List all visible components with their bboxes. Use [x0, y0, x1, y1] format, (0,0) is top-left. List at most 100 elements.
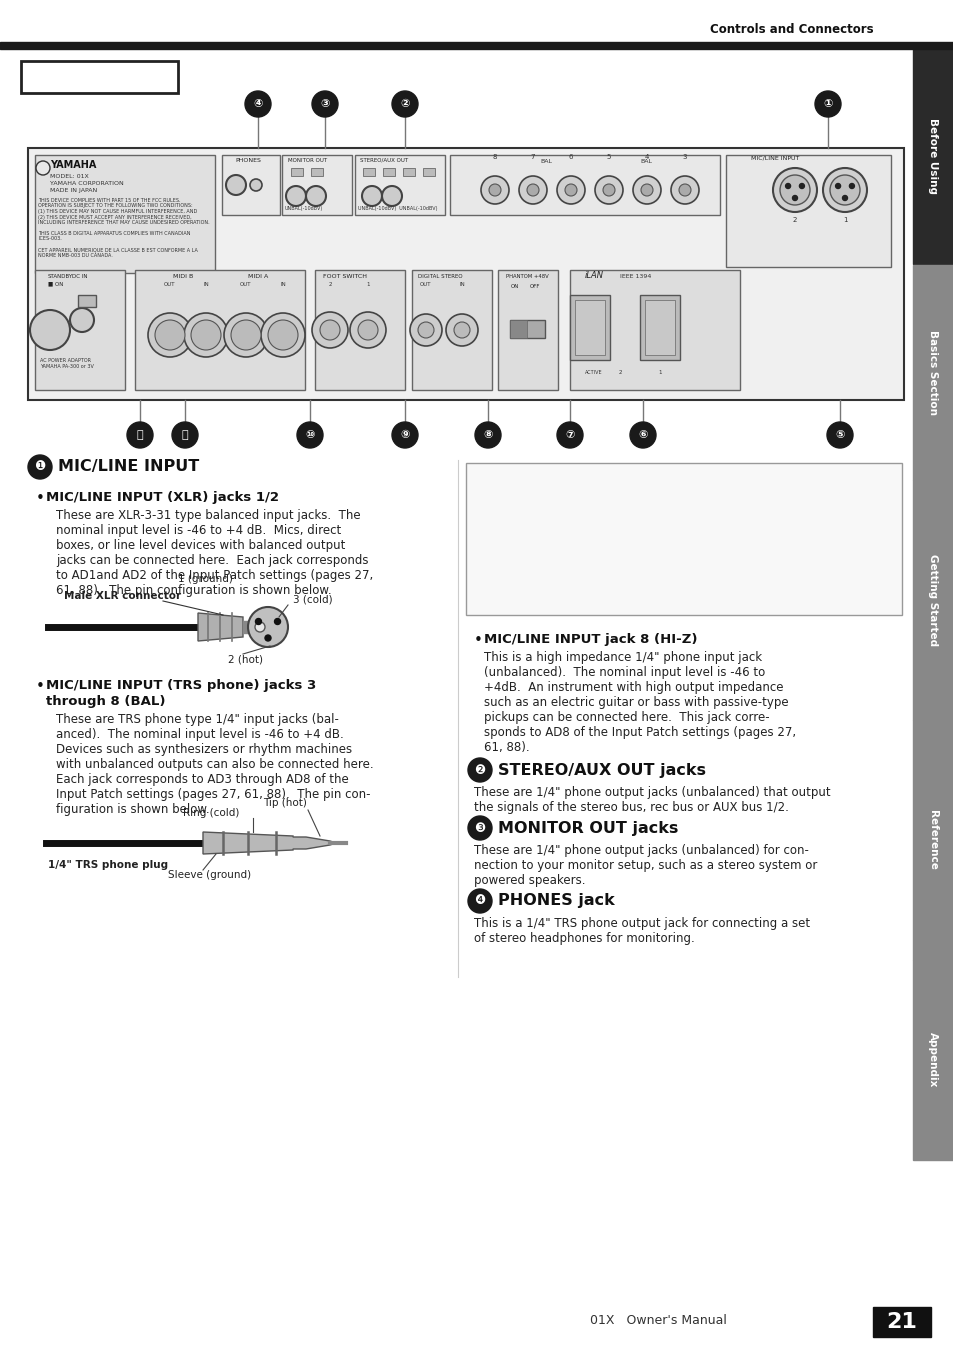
Circle shape — [226, 176, 246, 195]
Text: These are 1/4" phone output jacks (unbalanced) for con-: These are 1/4" phone output jacks (unbal… — [474, 844, 808, 857]
Text: MIC/LINE INPUT: MIC/LINE INPUT — [750, 155, 799, 161]
Circle shape — [274, 619, 280, 624]
Text: 2: 2 — [618, 370, 621, 376]
Bar — [282, 155, 352, 215]
Text: FOOT SWITCH: FOOT SWITCH — [323, 274, 367, 280]
Circle shape — [28, 455, 52, 480]
Text: OFF: OFF — [529, 284, 539, 289]
Text: 2: 2 — [328, 282, 332, 286]
Text: Getting Started: Getting Started — [927, 554, 937, 646]
Text: 61, 88).: 61, 88). — [483, 740, 529, 754]
Text: Male XLR connector: Male XLR connector — [65, 590, 181, 601]
Text: This is a 1/4" TRS phone output jack for connecting a set: This is a 1/4" TRS phone output jack for… — [474, 917, 809, 929]
Text: ON: ON — [510, 284, 518, 289]
Bar — [363, 168, 375, 176]
Text: powered speakers.: powered speakers. — [474, 874, 585, 888]
Text: Controls and Connectors: Controls and Connectors — [709, 23, 873, 36]
Text: the signals of the stereo bus, rec bus or AUX bus 1/2.: the signals of the stereo bus, rec bus o… — [474, 801, 788, 815]
Text: ⑪: ⑪ — [181, 430, 188, 440]
Circle shape — [633, 176, 660, 204]
Circle shape — [822, 168, 866, 212]
Bar — [35, 155, 214, 273]
Text: ❷: ❷ — [474, 763, 485, 777]
Text: OPERATION IS SUBJECT TO THE FOLLOWING TWO CONDITIONS:: OPERATION IS SUBJECT TO THE FOLLOWING TW… — [38, 204, 193, 208]
Circle shape — [480, 176, 509, 204]
Text: 1/4" TRS phone plug: 1/4" TRS phone plug — [48, 861, 168, 870]
Text: 1: 1 — [658, 370, 661, 376]
Bar — [28, 149, 903, 400]
Circle shape — [602, 184, 615, 196]
Circle shape — [286, 186, 306, 205]
Text: IN: IN — [458, 282, 464, 286]
Text: •: • — [36, 490, 45, 507]
Text: pickups can be connected here.  This jack corre-: pickups can be connected here. This jack… — [483, 711, 769, 724]
Circle shape — [184, 313, 228, 357]
Text: IN: IN — [203, 282, 209, 286]
Text: Basics Section: Basics Section — [927, 330, 937, 415]
Text: of the connector may be reversed (compared to the: of the connector may be reversed (compar… — [474, 507, 763, 516]
Bar — [569, 295, 609, 359]
Circle shape — [468, 758, 492, 782]
Text: 3: 3 — [682, 154, 686, 159]
Text: Input Patch settings (pages 27, 61, 88).  The pin con-: Input Patch settings (pages 27, 61, 88).… — [56, 788, 370, 801]
FancyBboxPatch shape — [465, 463, 901, 615]
Text: of stereo headphones for monitoring.: of stereo headphones for monitoring. — [474, 932, 694, 944]
Circle shape — [350, 312, 386, 349]
Text: NORME NMB-003 DU CANADA.: NORME NMB-003 DU CANADA. — [38, 253, 112, 258]
Text: ④: ④ — [253, 99, 262, 109]
Bar — [222, 155, 280, 215]
Text: OUT: OUT — [164, 282, 175, 286]
Bar — [510, 320, 526, 338]
Text: DC IN: DC IN — [71, 274, 88, 280]
Circle shape — [814, 91, 841, 118]
Circle shape — [799, 184, 803, 189]
Text: conventional configuration).  In this condition, the audio: conventional configuration). In this con… — [474, 521, 787, 531]
Text: (unbalanced).  The nominal input level is -46 to: (unbalanced). The nominal input level is… — [483, 666, 764, 680]
Bar — [0, 42, 953, 49]
Text: CET APPAREIL NUMERIQUE DE LA CLASSE B EST CONFORME A LA: CET APPAREIL NUMERIQUE DE LA CLASSE B ES… — [38, 247, 197, 253]
Circle shape — [268, 320, 297, 350]
Text: UNBAL(-10dBV): UNBAL(-10dBV) — [285, 205, 323, 211]
Circle shape — [629, 422, 656, 449]
Text: through 8 (BAL): through 8 (BAL) — [46, 694, 165, 708]
Circle shape — [475, 422, 500, 449]
Text: 8: 8 — [493, 154, 497, 159]
Text: sponds to AD8 of the Input Patch settings (pages 27,: sponds to AD8 of the Input Patch setting… — [483, 725, 796, 739]
Bar — [135, 270, 305, 390]
Text: ①: ① — [822, 99, 832, 109]
Text: MODEL: 01X: MODEL: 01X — [50, 174, 89, 178]
Circle shape — [826, 422, 852, 449]
Text: when heard in stereo.  When using such devices, set: when heard in stereo. When using such de… — [474, 551, 767, 561]
Text: ⑨: ⑨ — [400, 430, 409, 440]
Text: may sound "squashed" or unnatural (out of phase): may sound "squashed" or unnatural (out o… — [474, 536, 758, 546]
Text: the Phase parameter (page 99) to Reverse.: the Phase parameter (page 99) to Reverse… — [474, 566, 716, 576]
Circle shape — [468, 816, 492, 840]
Bar — [872, 1306, 930, 1337]
Text: These are TRS phone type 1/4" input jacks (bal-: These are TRS phone type 1/4" input jack… — [56, 713, 338, 725]
Circle shape — [224, 313, 268, 357]
Text: 4: 4 — [644, 154, 648, 159]
Text: 2: 2 — [792, 218, 797, 223]
Bar — [725, 155, 890, 267]
Text: jacks can be connected here.  Each jack corresponds: jacks can be connected here. Each jack c… — [56, 554, 368, 567]
Bar — [644, 300, 675, 355]
Text: anced).  The nominal input level is -46 to +4 dB.: anced). The nominal input level is -46 t… — [56, 728, 343, 740]
Bar — [510, 320, 544, 338]
Text: ❹: ❹ — [474, 894, 485, 908]
Text: 7: 7 — [530, 154, 535, 159]
Text: (2) THIS DEVICE MUST ACCEPT ANY INTERFERENCE RECEIVED,: (2) THIS DEVICE MUST ACCEPT ANY INTERFER… — [38, 215, 192, 219]
Circle shape — [392, 422, 417, 449]
Text: AC POWER ADAPTOR: AC POWER ADAPTOR — [40, 358, 91, 363]
Circle shape — [835, 184, 840, 189]
Text: with unbalanced outputs can also be connected here.: with unbalanced outputs can also be conn… — [56, 758, 374, 771]
Circle shape — [829, 176, 859, 205]
Bar — [912, 720, 953, 961]
Text: 1: 1 — [841, 218, 846, 223]
Polygon shape — [198, 613, 243, 640]
Text: IEEE 1394: IEEE 1394 — [619, 274, 651, 280]
Bar — [412, 270, 492, 390]
Bar — [78, 295, 96, 307]
Text: ❸: ❸ — [474, 821, 485, 835]
Text: These are 1/4" phone output jacks (unbalanced) that output: These are 1/4" phone output jacks (unbal… — [474, 786, 830, 798]
Text: Appendix: Appendix — [927, 1032, 937, 1088]
